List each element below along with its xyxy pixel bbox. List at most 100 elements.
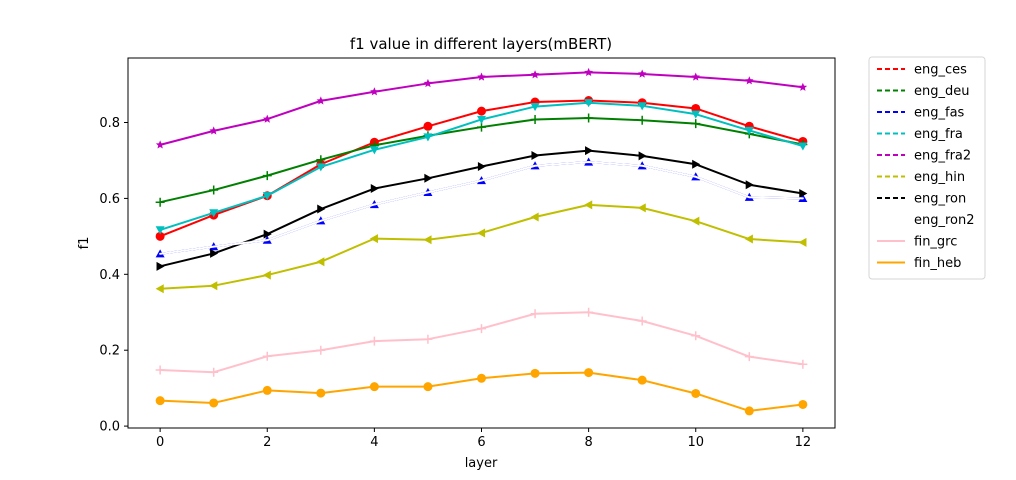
data-point-eng-fra: [637, 102, 647, 111]
x-tick-label: 10: [687, 435, 704, 450]
data-point-eng-fra2: [530, 70, 540, 79]
data-point-eng-ron: [745, 180, 754, 190]
data-point-eng-ron: [156, 261, 165, 271]
legend-label: eng_fra: [914, 127, 963, 142]
series-eng-ron2: [159, 160, 804, 255]
data-point-eng-fra: [744, 126, 754, 135]
chart-title: f1 value in different layers(mBERT): [350, 35, 612, 53]
data-point-eng-fra2: [262, 114, 272, 123]
legend-item-eng-ces: eng_ces: [877, 63, 967, 78]
data-point-eng-fra2: [798, 82, 808, 91]
x-tick-label: 2: [263, 435, 271, 450]
data-point-eng-fra: [423, 133, 433, 142]
data-point-eng-fra2: [477, 72, 486, 81]
data-point-eng-ron: [317, 204, 326, 214]
data-point-eng-fra2: [370, 87, 379, 96]
data-point-fin-grc: [316, 345, 326, 355]
y-axis-label: f1: [77, 237, 92, 250]
legend-item-eng-ron: eng_ron: [877, 192, 966, 207]
data-point-eng-hin: [691, 216, 700, 226]
data-point-eng-hin: [155, 284, 164, 294]
data-point-eng-fra: [584, 99, 594, 108]
data-point-eng-fra: [209, 209, 219, 218]
data-point-eng-fra: [369, 146, 379, 155]
x-tick-label: 6: [477, 435, 485, 450]
data-point-eng-deu: [530, 114, 540, 124]
data-point-fin-grc: [637, 316, 647, 326]
legend-label: eng_ces: [914, 63, 967, 78]
data-point-eng-hin: [798, 237, 807, 247]
data-point-eng-hin: [637, 203, 646, 213]
data-point-eng-ron: [638, 151, 647, 161]
data-point-eng-fra2: [584, 67, 593, 77]
y-tick-label: 0.2: [99, 344, 120, 359]
data-point-eng-ron: [585, 146, 594, 156]
series-fin-grc: [155, 307, 808, 377]
data-point-eng-deu: [262, 171, 272, 181]
data-point-fin-heb: [637, 375, 647, 385]
data-point-fin-grc: [744, 352, 754, 362]
data-point-eng-fra2: [637, 69, 647, 78]
axes: 0 2 4 6 8 10 12 0.0 0.2 0.4 0.6 0.8: [99, 116, 811, 450]
data-point-fin-heb: [691, 388, 701, 398]
legend-item-eng-fra: eng_fra: [877, 127, 963, 142]
data-point-eng-ron: [370, 184, 379, 194]
x-tick-label: 0: [156, 435, 164, 450]
data-point-fin-grc: [262, 351, 272, 361]
data-point-eng-hin: [423, 235, 432, 245]
y-tick-label: 0.0: [99, 420, 120, 435]
data-point-fin-grc: [209, 367, 219, 377]
data-point-eng-ron: [424, 173, 433, 183]
data-point-eng-deu: [584, 113, 594, 123]
x-tick-label: 8: [584, 435, 592, 450]
legend-item-fin-heb: fin_heb: [877, 256, 961, 271]
legend-label: eng_ron: [914, 192, 966, 207]
data-point-eng-fra: [262, 192, 272, 201]
data-point-fin-grc: [155, 365, 165, 375]
data-point-eng-deu: [155, 197, 165, 207]
series-eng-ron: [156, 146, 808, 271]
legend-item-eng-fas: eng_fas: [877, 106, 965, 121]
series-eng-fra: [155, 99, 808, 235]
data-point-eng-fra: [530, 102, 540, 112]
data-point-eng-fra2: [745, 76, 754, 85]
data-point-eng-fra: [155, 226, 165, 235]
data-point-eng-fra2: [691, 72, 701, 81]
data-point-eng-hin: [530, 212, 539, 222]
data-point-eng-ron: [477, 162, 486, 172]
data-point-fin-heb: [584, 368, 594, 378]
data-point-fin-heb: [316, 388, 326, 398]
data-point-eng-ron: [692, 159, 701, 169]
legend-label: eng_fra2: [914, 149, 971, 164]
legend-item-eng-hin: eng_hin: [877, 170, 965, 185]
legend-item-eng-fra2: eng_fra2: [877, 149, 971, 164]
data-point-eng-hin: [209, 281, 218, 291]
data-point-eng-deu: [691, 119, 701, 129]
data-point-fin-heb: [209, 398, 219, 408]
data-point-eng-ces: [155, 231, 165, 241]
data-point-eng-fra2: [155, 140, 165, 149]
data-point-fin-heb: [262, 385, 272, 395]
data-point-fin-grc: [584, 307, 594, 317]
data-point-fin-grc: [691, 331, 701, 341]
data-point-eng-fra2: [316, 96, 326, 105]
legend-label: fin_heb: [914, 256, 961, 271]
data-point-fin-grc: [530, 309, 540, 319]
data-point-fin-heb: [798, 399, 808, 409]
legend: eng_ces eng_deu eng_fas eng_fra eng_fra2 eng_…: [868, 56, 986, 280]
legend-label: eng_ron2: [914, 213, 975, 228]
data-point-eng-deu: [209, 185, 219, 195]
series-fin-heb: [155, 368, 808, 416]
data-point-fin-grc: [369, 336, 379, 346]
data-point-eng-fra2: [423, 78, 433, 88]
data-point-eng-deu: [637, 115, 647, 125]
data-point-eng-fra: [316, 163, 326, 172]
data-point-eng-fra: [691, 110, 701, 119]
data-point-eng-hin: [316, 257, 325, 267]
y-tick-label: 0.8: [99, 116, 120, 131]
series-eng-fra2: [155, 67, 808, 149]
data-point-eng-ron: [799, 188, 808, 198]
data-point-eng-ron: [210, 248, 219, 258]
